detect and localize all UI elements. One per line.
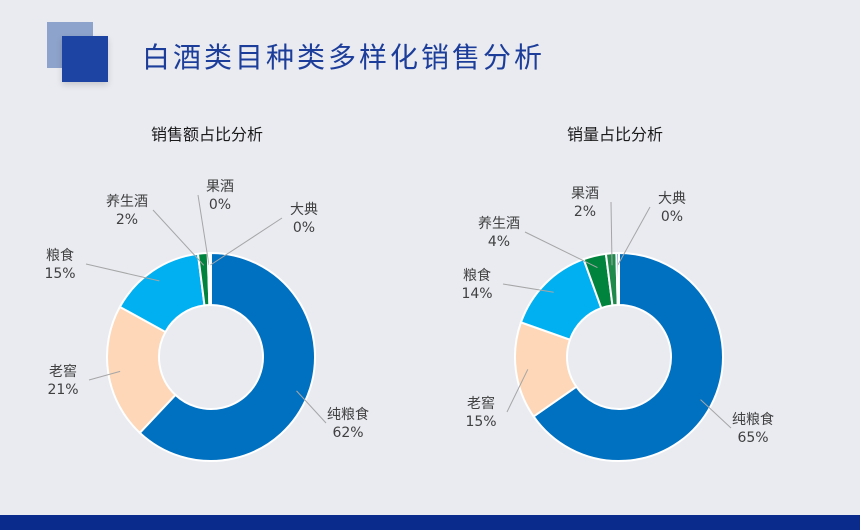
label-value-纯粮食: 65% [737,430,768,446]
chart-title-sales-volume: 销量占比分析 [566,125,663,144]
label-name-老窖: 老窖 [49,363,77,380]
label-name-果酒: 果酒 [206,179,234,195]
label-value-养生酒: 4% [488,234,510,250]
label-value-老窖: 21% [47,382,78,398]
page-title: 白酒类目种类多样化销售分析 [142,41,546,74]
leader-line-果酒 [610,201,613,266]
bottom-bar [0,515,860,530]
leader-line-纯粮食 [700,399,732,429]
leader-line-老窖 [88,370,121,381]
label-value-粮食: 15% [44,266,75,282]
donut-chart-0: 纯粮食 62% 老窖 21% 粮食 15% 养生酒 2% 果酒 0% 大典 0% [44,179,369,462]
label-name-养生酒: 养生酒 [478,216,520,232]
label-value-果酒: 0% [209,197,231,213]
label-value-粮食: 14% [461,286,492,302]
chart-title-sales-amount: 销售额占比分析 [150,125,263,144]
label-name-果酒: 果酒 [571,186,599,202]
label-name-老窖: 老窖 [467,395,495,412]
label-value-养生酒: 2% [116,212,138,228]
leader-line-老窖 [506,369,529,413]
leader-line-粮食 [502,283,554,293]
leader-line-果酒 [197,194,210,266]
label-name-粮食: 粮食 [463,267,491,284]
leader-line-粮食 [85,263,160,282]
label-name-粮食: 粮食 [46,247,74,264]
label-name-纯粮食: 纯粮食 [327,406,369,423]
label-value-老窖: 15% [465,414,496,430]
label-name-纯粮食: 纯粮食 [732,411,774,428]
label-value-果酒: 2% [574,204,596,220]
leader-line-大典 [617,206,651,266]
label-value-大典: 0% [661,209,683,225]
slice-大典[interactable] [615,251,620,307]
donut-chart-1: 纯粮食 65% 老窖 15% 粮食 14% 养生酒 4% 果酒 2% 大典 0% [461,186,774,462]
slice-纯粮食[interactable] [532,251,724,462]
slice-大典[interactable] [208,251,212,307]
logo-square-front [62,36,108,82]
leader-line-纯粮食 [296,390,327,424]
leader-line-养生酒 [524,231,598,269]
leader-line-养生酒 [152,209,205,266]
label-name-养生酒: 养生酒 [106,194,148,210]
slice-纯粮食[interactable] [138,251,316,462]
label-value-纯粮食: 62% [332,425,363,441]
slice-老窖[interactable] [106,305,177,435]
leader-line-大典 [210,217,283,266]
label-value-大典: 0% [293,220,315,236]
label-name-大典: 大典 [290,202,318,218]
label-name-大典: 大典 [658,191,686,207]
